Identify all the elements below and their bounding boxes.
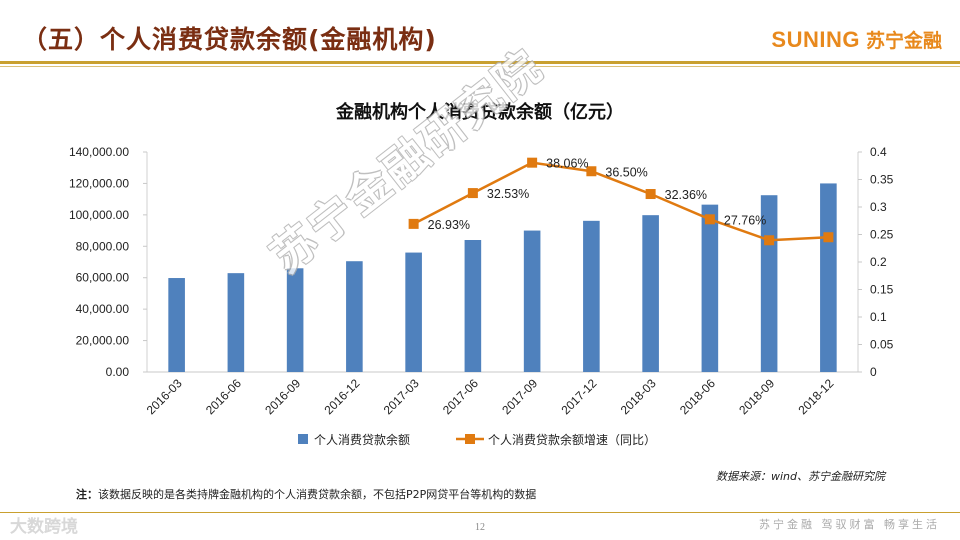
data-source: 数据来源：wind、苏宁金融研究院 bbox=[715, 470, 885, 483]
growth-point bbox=[823, 232, 834, 243]
y-left-tick-label: 80,000.00 bbox=[76, 239, 130, 253]
growth-point bbox=[764, 235, 775, 246]
growth-data-label: 32.53% bbox=[487, 187, 529, 201]
bar bbox=[405, 252, 422, 372]
bar bbox=[583, 220, 600, 372]
growth-data-label: 32.36% bbox=[665, 188, 707, 202]
y-right-tick-label: 0.25 bbox=[870, 228, 894, 242]
footer-slogan: 苏宁金融 驾驭财富 畅享生活 bbox=[759, 518, 940, 531]
footnote-label: 注： bbox=[76, 488, 98, 501]
bar bbox=[346, 261, 363, 372]
y-left-tick-label: 140,000.00 bbox=[69, 145, 129, 159]
bar bbox=[286, 268, 304, 372]
growth-point bbox=[704, 214, 715, 225]
y-right-tick-label: 0 bbox=[870, 365, 877, 379]
x-tick-label: 2017-12 bbox=[558, 376, 599, 417]
growth-point bbox=[467, 188, 478, 199]
footer-divider bbox=[0, 512, 960, 513]
header-divider bbox=[0, 61, 960, 64]
growth-line bbox=[413, 161, 829, 242]
y-left-tick-label: 40,000.00 bbox=[76, 302, 130, 316]
footnote-text: 该数据反映的是各类持牌金融机构的个人消费贷款余额，不包括P2P网贷平台等机构的数… bbox=[98, 488, 537, 501]
page-title: （五）个人消费贷款余额(金融机构) bbox=[22, 25, 437, 54]
bar bbox=[642, 215, 659, 372]
legend-bar-swatch bbox=[298, 434, 308, 444]
y-right-tick-label: 0.15 bbox=[870, 283, 894, 297]
legend-bar-label: 个人消费贷款余额 bbox=[314, 432, 410, 447]
x-tick-label: 2018-09 bbox=[736, 376, 777, 417]
x-tick-label: 2017-06 bbox=[440, 376, 481, 417]
x-tick-label: 2016-06 bbox=[203, 376, 244, 417]
x-tick-label: 2018-06 bbox=[677, 376, 718, 417]
footnote: 注：该数据反映的是各类持牌金融机构的个人消费贷款余额，不包括P2P网贷平台等机构… bbox=[76, 486, 536, 502]
brand-name-cn: 苏宁金融 bbox=[865, 30, 942, 52]
x-tick-label: 2017-09 bbox=[499, 376, 540, 417]
bar bbox=[701, 204, 719, 372]
growth-point bbox=[408, 218, 419, 229]
corner-logo: 大数跨境 bbox=[10, 517, 78, 537]
growth-data-label: 27.76% bbox=[724, 213, 766, 227]
bar bbox=[820, 183, 837, 372]
growth-data-label: 36.50% bbox=[605, 165, 647, 179]
y-left-tick-label: 60,000.00 bbox=[76, 271, 130, 285]
growth-data-label: 38.06% bbox=[546, 157, 588, 171]
bar bbox=[168, 278, 185, 372]
growth-point bbox=[645, 189, 656, 200]
y-left-tick-label: 0.00 bbox=[106, 365, 130, 379]
x-tick-label: 2016-09 bbox=[262, 376, 303, 417]
bar bbox=[464, 240, 482, 372]
legend-line-label: 个人消费贷款余额增速（同比） bbox=[488, 432, 656, 447]
x-tick-label: 2018-03 bbox=[618, 376, 659, 417]
growth-data-label: 26.93% bbox=[428, 218, 470, 232]
brand-name-en: SUNING bbox=[771, 26, 860, 52]
y-right-tick-label: 0.1 bbox=[870, 310, 887, 324]
growth-point bbox=[586, 166, 597, 177]
y-right-tick-label: 0.35 bbox=[870, 173, 894, 187]
x-tick-label: 2016-03 bbox=[144, 376, 185, 417]
header-divider-thin bbox=[0, 66, 960, 67]
y-left-tick-label: 20,000.00 bbox=[76, 334, 130, 348]
x-tick-label: 2017-03 bbox=[381, 376, 422, 417]
bar bbox=[523, 230, 541, 372]
y-right-tick-label: 0.3 bbox=[870, 200, 887, 214]
y-left-tick-label: 120,000.00 bbox=[69, 176, 129, 190]
page-number: 12 bbox=[475, 522, 485, 533]
x-tick-label: 2016-12 bbox=[321, 376, 362, 417]
growth-point bbox=[527, 157, 538, 168]
brand-logo: SUNING 苏宁金融 bbox=[771, 26, 942, 53]
legend-line-marker bbox=[465, 434, 475, 444]
y-right-tick-label: 0.05 bbox=[870, 338, 894, 352]
y-right-tick-label: 0.4 bbox=[870, 145, 887, 159]
chart-title: 金融机构个人消费贷款余额（亿元） bbox=[336, 102, 624, 123]
bar bbox=[227, 273, 245, 372]
y-left-tick-label: 100,000.00 bbox=[69, 208, 129, 222]
y-right-tick-label: 0.2 bbox=[870, 255, 887, 269]
x-tick-label: 2018-12 bbox=[795, 376, 836, 417]
